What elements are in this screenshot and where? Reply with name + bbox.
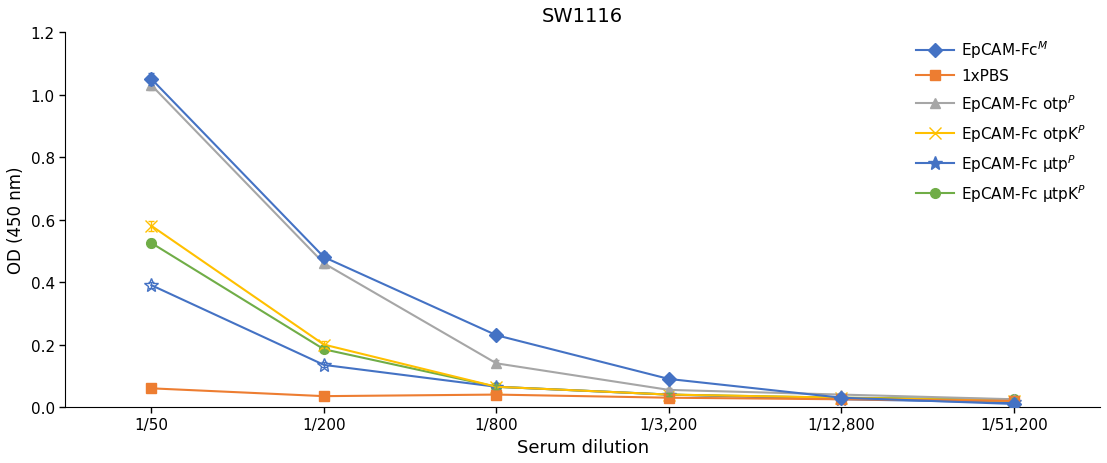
Title: SW1116: SW1116 <box>542 7 623 26</box>
Legend: EpCAM-Fc$^{M}$, 1xPBS, EpCAM-Fc οtp$^{P}$, EpCAM-Fc οtpK$^{P}$, EpCAM-Fc μtp$^{P: EpCAM-Fc$^{M}$, 1xPBS, EpCAM-Fc οtp$^{P}… <box>909 33 1093 211</box>
X-axis label: Serum dilution: Serum dilution <box>517 438 649 456</box>
Y-axis label: OD (450 nm): OD (450 nm) <box>7 167 25 274</box>
